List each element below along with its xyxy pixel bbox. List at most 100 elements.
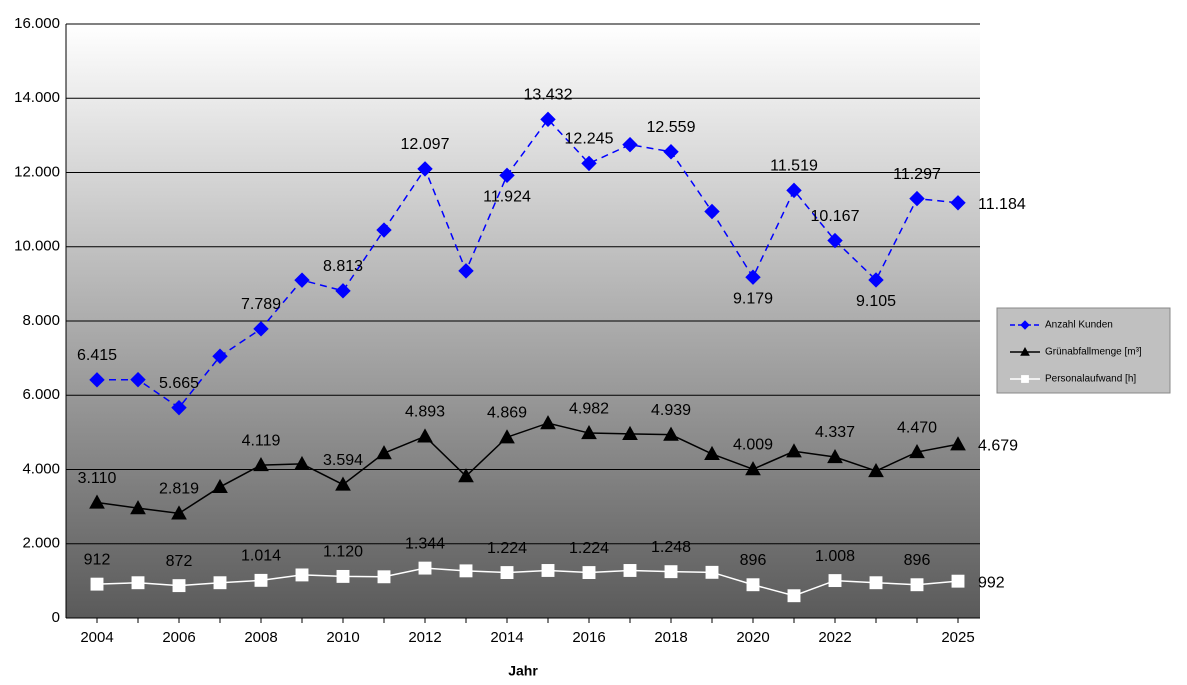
data-point	[663, 426, 679, 441]
data-point	[950, 195, 966, 211]
data-label: 4.982	[569, 400, 609, 417]
data-label: 1.224	[487, 540, 527, 557]
data-point	[705, 565, 719, 579]
data-point	[335, 283, 351, 299]
data-point	[131, 576, 145, 590]
data-label: 1.008	[815, 548, 855, 565]
data-point	[745, 461, 761, 476]
data-point	[827, 232, 843, 249]
data-label: 1.014	[241, 548, 281, 565]
data-label: 1.344	[405, 535, 445, 552]
x-tick-label: 2016	[572, 629, 605, 646]
data-label: 12.559	[647, 119, 696, 136]
x-tick-label: 2014	[490, 629, 523, 646]
data-point	[376, 222, 392, 238]
data-label: 11.519	[770, 158, 818, 175]
series-line	[96, 118, 959, 409]
data-label: 4.893	[405, 404, 445, 421]
data-label: 4.119	[242, 432, 281, 449]
data-label: 4.679	[978, 438, 1018, 455]
data-label: 912	[84, 551, 111, 568]
data-point	[950, 436, 966, 451]
data-point	[459, 564, 473, 578]
data-point	[90, 577, 104, 591]
data-label: 896	[904, 552, 931, 569]
legend-marker	[1020, 320, 1030, 330]
data-label: 11.924	[483, 189, 531, 206]
data-point	[130, 500, 146, 515]
legend-label: Anzahl Kunden	[1045, 320, 1113, 331]
x-axis-title: Jahr	[508, 663, 538, 679]
data-point	[500, 566, 514, 580]
data-point	[786, 182, 802, 199]
data-point	[335, 476, 351, 491]
data-point	[212, 348, 228, 364]
data-point	[540, 111, 556, 128]
data-point	[171, 505, 187, 520]
data-point	[910, 578, 924, 592]
data-point	[253, 321, 269, 337]
data-point	[746, 578, 760, 592]
data-label: 872	[166, 553, 193, 570]
data-point	[582, 566, 596, 580]
data-point	[295, 568, 309, 582]
x-tick-label: 2010	[326, 629, 359, 646]
data-point	[89, 372, 105, 388]
data-point	[130, 371, 146, 388]
x-tick-label: 2012	[408, 629, 441, 646]
data-point	[418, 561, 432, 575]
data-label: 11.297	[893, 166, 941, 183]
y-tick-label: 4.000	[22, 460, 60, 477]
data-point	[336, 569, 350, 583]
data-point	[868, 272, 884, 288]
data-point	[540, 415, 556, 430]
data-point	[172, 579, 186, 593]
data-label: 3.110	[78, 470, 117, 487]
data-label: 1.248	[651, 539, 691, 556]
series-line	[96, 422, 959, 515]
data-point	[294, 272, 310, 288]
legend-marker	[1021, 375, 1029, 383]
data-point	[499, 167, 515, 184]
data-point	[704, 445, 720, 461]
data-point	[377, 570, 391, 584]
data-point	[417, 428, 433, 443]
data-label: 9.105	[856, 293, 896, 310]
data-label: 4.009	[733, 436, 773, 453]
legend-marker	[1020, 346, 1030, 356]
y-tick-label: 10.000	[14, 238, 60, 255]
y-tick-label: 8.000	[22, 312, 60, 329]
data-point	[869, 576, 883, 590]
data-point	[909, 444, 925, 459]
x-tick-label: 2025	[941, 629, 974, 646]
data-label: 13.432	[524, 87, 573, 104]
data-point	[294, 455, 310, 471]
data-point	[458, 468, 474, 483]
data-point	[704, 203, 720, 220]
data-point	[623, 564, 637, 577]
data-point	[254, 573, 268, 587]
data-label: 6.415	[77, 347, 117, 364]
data-point	[89, 494, 105, 509]
x-tick-label: 2006	[162, 629, 195, 646]
y-tick-label: 6.000	[22, 386, 60, 403]
data-point	[664, 565, 678, 579]
data-point	[581, 155, 597, 172]
x-tick-label: 2004	[80, 629, 113, 646]
data-label: 12.245	[565, 131, 614, 148]
y-tick-label: 0	[52, 609, 60, 626]
data-point	[581, 425, 597, 440]
data-point	[909, 190, 925, 207]
legend-label: Personalaufwand [h]	[1045, 374, 1136, 385]
data-point	[745, 269, 761, 285]
data-label: 896	[740, 552, 767, 569]
data-point	[787, 589, 801, 603]
data-label: 9.179	[733, 290, 773, 307]
y-tick-label: 16.000	[14, 15, 60, 32]
x-tick-label: 2008	[244, 629, 277, 646]
data-point	[212, 478, 228, 494]
y-tick-label: 12.000	[14, 163, 60, 180]
data-point	[827, 448, 843, 464]
data-point	[417, 161, 433, 177]
